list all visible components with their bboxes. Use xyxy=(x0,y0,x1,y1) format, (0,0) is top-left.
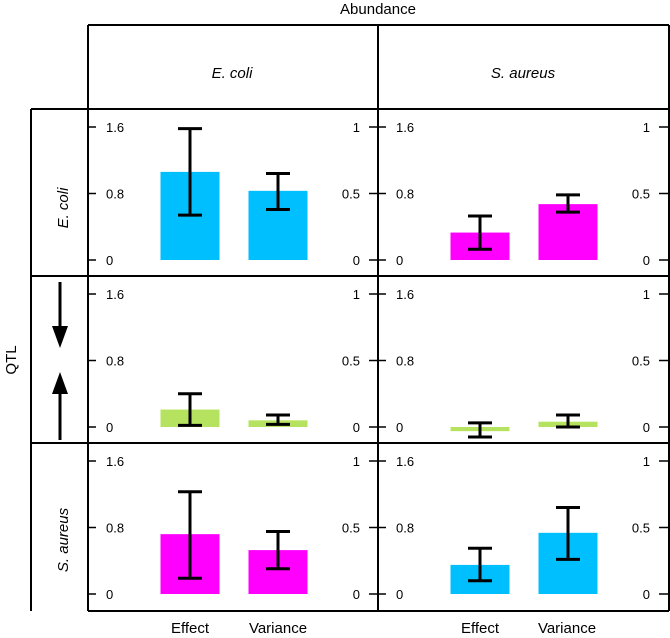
left-tick-label: 0.8 xyxy=(106,354,124,369)
error-bar-effect xyxy=(178,392,202,427)
error-bar-variance xyxy=(556,413,580,429)
left-tick-label: 0 xyxy=(396,420,403,435)
right-tick-label: 1 xyxy=(353,287,360,302)
left-tick-label: 0 xyxy=(396,587,403,602)
x-label-variance-col1: Variance xyxy=(249,620,307,637)
right-tick-label: 0 xyxy=(353,253,360,268)
left-tick-label: 0.8 xyxy=(396,354,414,369)
right-tick-label: 0.5 xyxy=(342,354,360,369)
left-tick-label: 0 xyxy=(106,420,113,435)
panel-r2-c1: 0 0.8 1.6 0 0.5 1 xyxy=(378,454,668,602)
interaction-arrows-icon xyxy=(52,282,68,440)
x-label-effect-col1: Effect xyxy=(171,620,210,637)
right-tick-label: 0 xyxy=(643,253,650,268)
column-header-s-aureus: S. aureus xyxy=(491,65,556,82)
row-header-s-aureus: S. aureus xyxy=(55,507,72,572)
panel-r0-c0: 0 0.8 1.6 0 0.5 1 xyxy=(88,120,378,268)
right-tick-label: 0 xyxy=(643,420,650,435)
left-tick-label: 1.6 xyxy=(106,120,124,135)
left-tick-label: 1.6 xyxy=(106,454,124,469)
error-bar-effect xyxy=(468,546,492,583)
right-tick-label: 0.5 xyxy=(342,521,360,536)
left-tick-label: 0.8 xyxy=(106,521,124,536)
left-tick-label: 1.6 xyxy=(396,454,414,469)
panel-r0-c1: 0 0.8 1.6 0 0.5 1 xyxy=(378,120,668,268)
right-tick-label: 1 xyxy=(643,120,650,135)
left-tick-label: 1.6 xyxy=(396,120,414,135)
row-header-e-coli: E. coli xyxy=(55,187,72,229)
right-tick-label: 0.5 xyxy=(632,354,650,369)
left-tick-label: 1.6 xyxy=(106,287,124,302)
right-tick-label: 1 xyxy=(353,120,360,135)
error-bar-variance xyxy=(556,506,580,561)
right-tick-label: 0.5 xyxy=(342,187,360,202)
right-tick-label: 0 xyxy=(353,420,360,435)
x-label-variance-col2: Variance xyxy=(538,620,596,637)
panels-layer: 0 0.8 1.6 0 0.5 1 0 0.8 1.6 0 0.5 1 0 0.8 1.6 0 0.5 1 0 0.8… xyxy=(88,120,668,602)
panel-grid xyxy=(30,24,670,612)
error-bar-variance xyxy=(266,172,290,211)
right-tick-label: 0.5 xyxy=(632,521,650,536)
error-bar-effect xyxy=(178,490,202,580)
left-tick-label: 0 xyxy=(396,253,403,268)
right-tick-label: 0.5 xyxy=(632,187,650,202)
left-tick-label: 0 xyxy=(106,587,113,602)
left-tick-label: 0 xyxy=(106,253,113,268)
left-tick-label: 0.8 xyxy=(106,187,124,202)
right-tick-label: 0 xyxy=(353,587,360,602)
error-bar-variance xyxy=(266,529,290,571)
left-tick-label: 0.8 xyxy=(396,187,414,202)
panel-r1-c0: 0 0.8 1.6 0 0.5 1 xyxy=(88,287,378,435)
qtl-axis-label: QTL xyxy=(3,345,20,374)
error-bar-variance xyxy=(266,413,290,426)
error-bar-effect xyxy=(468,214,492,251)
column-header-e-coli: E. coli xyxy=(212,65,254,82)
right-tick-label: 0 xyxy=(643,587,650,602)
right-tick-label: 1 xyxy=(643,287,650,302)
right-tick-label: 1 xyxy=(353,454,360,469)
chart-title: Abundance xyxy=(340,1,416,18)
panel-r1-c1: 0 0.8 1.6 0 0.5 1 xyxy=(378,287,668,439)
left-tick-label: 0.8 xyxy=(396,521,414,536)
left-tick-label: 1.6 xyxy=(396,287,414,302)
error-bar-effect xyxy=(178,127,202,217)
error-bar-variance xyxy=(556,193,580,214)
x-label-effect-col2: Effect xyxy=(461,620,500,637)
panel-r2-c0: 0 0.8 1.6 0 0.5 1 xyxy=(88,454,378,602)
error-bar-effect xyxy=(468,421,492,439)
right-tick-label: 1 xyxy=(643,454,650,469)
